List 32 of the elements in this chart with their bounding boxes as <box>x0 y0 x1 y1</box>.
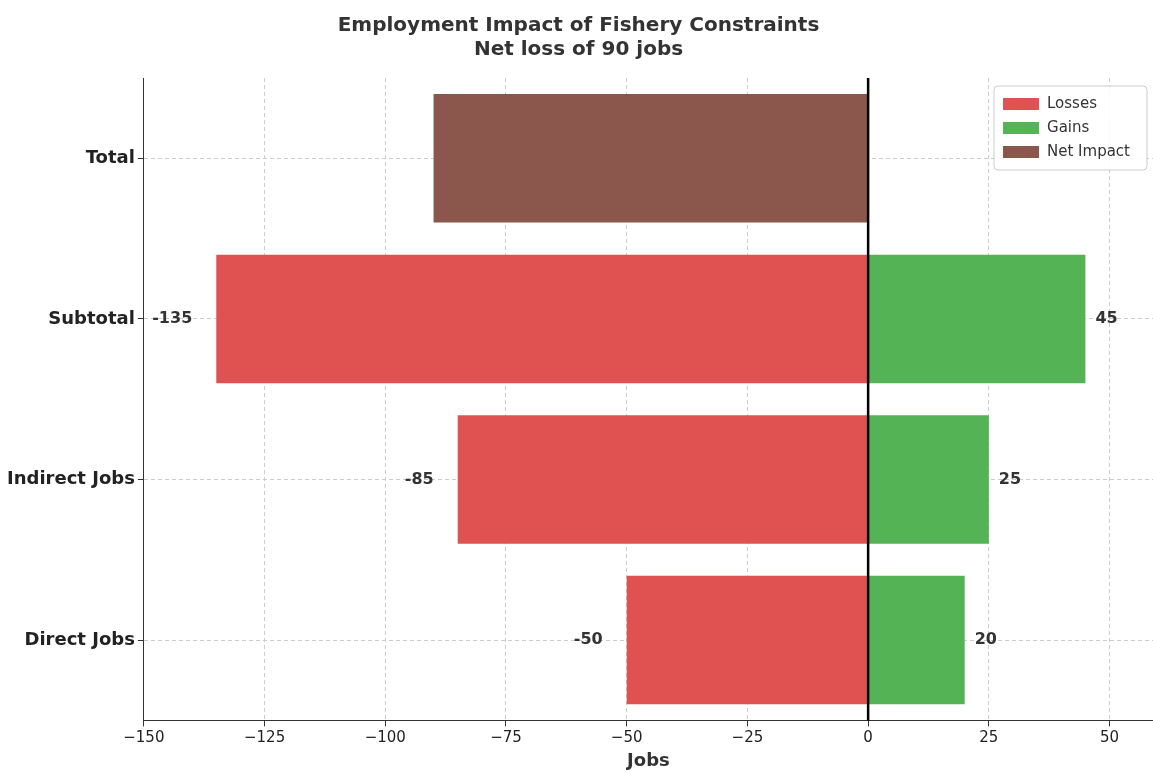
chart-subtitle: Net loss of 90 jobs <box>473 36 684 61</box>
y-tick-label: Total <box>85 145 135 167</box>
y-tick-label: Direct Jobs <box>24 627 135 649</box>
legend-label: Losses <box>1047 93 1098 112</box>
x-tick-label: −75 <box>490 728 522 747</box>
bar <box>868 254 1086 384</box>
x-tick-label: 25 <box>979 728 999 747</box>
x-tick-label: −100 <box>364 728 406 747</box>
x-tick-label: −125 <box>243 728 286 747</box>
data-label: -50 <box>573 629 603 649</box>
data-label: -135 <box>152 308 193 328</box>
legend-label: Net Impact <box>1047 141 1131 160</box>
data-label: -85 <box>404 468 434 488</box>
bar <box>868 575 965 705</box>
data-label: 25 <box>998 468 1022 488</box>
x-tick-label: −25 <box>731 728 764 747</box>
data-label: 20 <box>974 629 997 649</box>
x-tick-label: 50 <box>1100 728 1120 747</box>
bar <box>868 415 989 544</box>
chart-title: Employment Impact of Fishery Constraints <box>337 12 820 37</box>
bar <box>457 415 868 544</box>
x-tick-label: −50 <box>610 728 643 747</box>
y-tick-label: Subtotal <box>48 306 135 328</box>
x-tick-label: 0 <box>863 728 873 747</box>
data-label: 45 <box>1095 308 1118 328</box>
bar <box>216 254 868 384</box>
x-axis-title: Jobs <box>625 748 670 770</box>
legend-label: Gains <box>1047 117 1090 136</box>
bar <box>626 575 868 705</box>
y-tick-label: Indirect Jobs <box>7 467 135 489</box>
x-tick-label: −150 <box>123 728 165 747</box>
bar <box>433 94 868 223</box>
